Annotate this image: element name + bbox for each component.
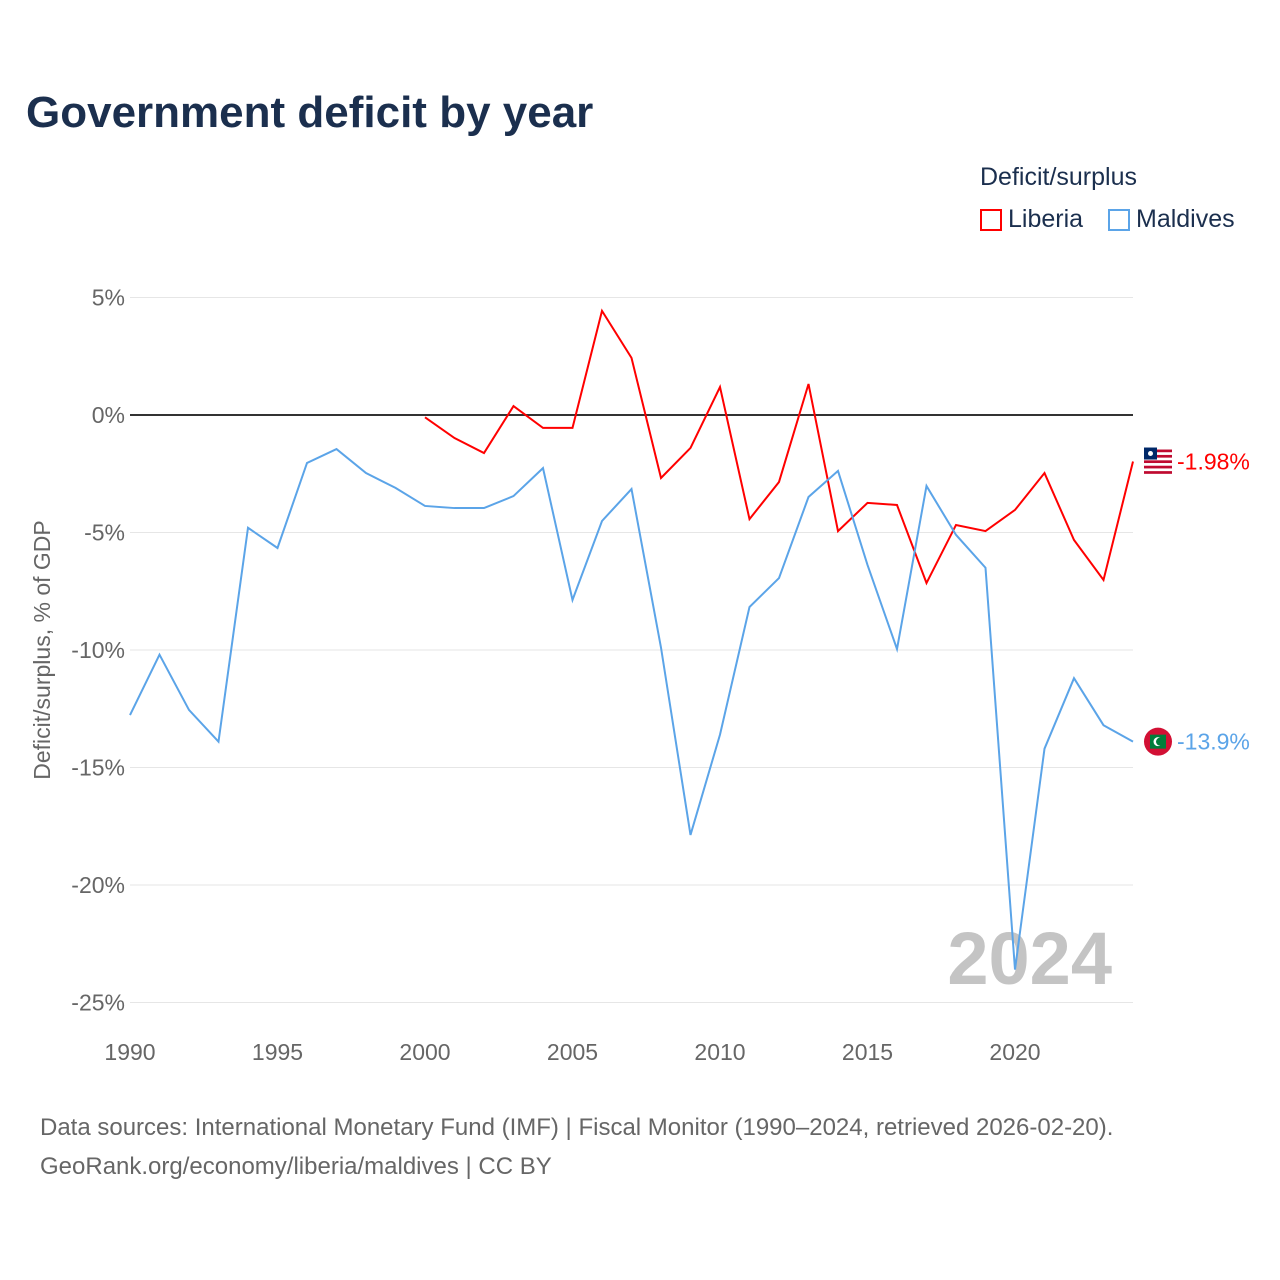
legend-item-liberia[interactable]: Liberia xyxy=(980,205,1083,234)
data-point-maldives[interactable] xyxy=(422,503,428,509)
y-tick-label: 5% xyxy=(92,285,125,311)
data-point-maldives[interactable] xyxy=(658,645,664,651)
data-point-liberia[interactable] xyxy=(1101,577,1107,583)
data-point-maldives[interactable] xyxy=(275,545,281,551)
data-point-maldives[interactable] xyxy=(1042,746,1048,752)
data-point-maldives[interactable] xyxy=(304,460,310,466)
data-point-maldives[interactable] xyxy=(511,493,517,499)
legend-swatch-liberia xyxy=(980,208,1002,231)
data-point-maldives[interactable] xyxy=(334,446,340,452)
data-point-liberia[interactable] xyxy=(924,580,930,586)
data-point-maldives[interactable] xyxy=(570,597,576,603)
data-point-maldives[interactable] xyxy=(599,518,605,524)
maldives-flag-icon xyxy=(1144,727,1172,756)
y-tick-label: 0% xyxy=(92,402,125,428)
x-tick-label: 1995 xyxy=(252,1039,303,1065)
legend-title: Deficit/surplus xyxy=(980,163,1137,191)
data-point-liberia[interactable] xyxy=(658,475,664,481)
legend-label: Maldives xyxy=(1136,205,1235,233)
end-value-label-maldives: -13.9% xyxy=(1177,729,1250,755)
x-tick-label: 2005 xyxy=(547,1039,598,1065)
data-point-liberia[interactable] xyxy=(422,414,428,420)
data-point-maldives[interactable] xyxy=(363,470,369,476)
data-point-liberia[interactable] xyxy=(570,425,576,431)
data-point-maldives[interactable] xyxy=(393,485,399,491)
footer: Data sources: International Monetary Fun… xyxy=(40,1108,1113,1186)
legend-swatch-maldives xyxy=(1108,208,1130,231)
data-point-maldives[interactable] xyxy=(835,468,841,474)
data-point-maldives[interactable] xyxy=(481,505,487,511)
data-point-liberia[interactable] xyxy=(865,500,871,506)
data-point-maldives[interactable] xyxy=(717,732,723,738)
data-point-liberia[interactable] xyxy=(1130,459,1136,465)
data-point-maldives[interactable] xyxy=(216,739,222,745)
data-point-maldives[interactable] xyxy=(127,712,133,718)
end-value-label-liberia: -1.98% xyxy=(1177,449,1250,475)
data-point-liberia[interactable] xyxy=(481,450,487,456)
data-point-liberia[interactable] xyxy=(776,479,782,485)
data-point-liberia[interactable] xyxy=(1071,537,1077,543)
data-point-liberia[interactable] xyxy=(1012,507,1018,513)
y-tick-label: -5% xyxy=(84,520,125,546)
data-point-maldives[interactable] xyxy=(245,525,251,531)
data-point-maldives[interactable] xyxy=(540,465,546,471)
data-point-maldives[interactable] xyxy=(776,575,782,581)
data-point-liberia[interactable] xyxy=(717,384,723,390)
data-point-liberia[interactable] xyxy=(835,528,841,534)
y-axis-label: Deficit/surplus, % of GDP xyxy=(29,520,55,779)
data-point-liberia[interactable] xyxy=(629,355,635,361)
series-line-maldives[interactable] xyxy=(129,447,1134,970)
data-point-maldives[interactable] xyxy=(688,832,694,838)
data-point-maldives[interactable] xyxy=(1130,739,1136,745)
y-tick-label: -10% xyxy=(71,637,125,663)
data-point-liberia[interactable] xyxy=(747,516,753,522)
data-point-maldives[interactable] xyxy=(983,565,989,571)
data-point-maldives[interactable] xyxy=(953,532,959,538)
data-point-liberia[interactable] xyxy=(540,425,546,431)
data-point-maldives[interactable] xyxy=(629,486,635,492)
data-point-liberia[interactable] xyxy=(953,522,959,528)
data-point-liberia[interactable] xyxy=(983,528,989,534)
x-tick-label: 2010 xyxy=(694,1039,745,1065)
data-point-maldives[interactable] xyxy=(1012,967,1018,973)
y-tick-label: -15% xyxy=(71,755,125,781)
data-point-maldives[interactable] xyxy=(894,646,900,652)
page-title: Government deficit by year xyxy=(26,88,594,137)
data-point-maldives[interactable] xyxy=(1101,722,1107,728)
data-point-maldives[interactable] xyxy=(806,494,812,500)
data-point-liberia[interactable] xyxy=(688,445,694,451)
data-point-maldives[interactable] xyxy=(1071,675,1077,681)
x-tick-label: 2015 xyxy=(842,1039,893,1065)
x-tick-label: 2020 xyxy=(989,1039,1040,1065)
legend-label: Liberia xyxy=(1008,205,1084,233)
year-watermark: 2024 xyxy=(947,917,1112,1000)
series-line-liberia[interactable] xyxy=(424,308,1134,586)
data-point-maldives[interactable] xyxy=(865,562,871,568)
data-point-liberia[interactable] xyxy=(806,381,812,387)
data-point-maldives[interactable] xyxy=(186,707,192,713)
y-tick-label: -20% xyxy=(71,872,125,898)
data-point-maldives[interactable] xyxy=(924,483,930,489)
source-link[interactable]: GeoRank.org/economy/liberia/maldives | C… xyxy=(40,1153,552,1180)
data-point-liberia[interactable] xyxy=(1042,470,1048,476)
data-point-liberia[interactable] xyxy=(511,403,517,409)
x-tick-label: 2000 xyxy=(399,1039,450,1065)
data-point-maldives[interactable] xyxy=(747,604,753,610)
legend-item-maldives[interactable]: Maldives xyxy=(1108,205,1235,234)
data-point-liberia[interactable] xyxy=(599,308,605,314)
data-point-liberia[interactable] xyxy=(894,502,900,508)
liberia-flag-icon xyxy=(1144,447,1172,476)
y-tick-label: -25% xyxy=(71,990,125,1016)
x-tick-label: 1990 xyxy=(104,1039,155,1065)
data-point-maldives[interactable] xyxy=(452,505,458,511)
data-source-text: Data sources: International Monetary Fun… xyxy=(40,1114,1114,1141)
data-point-liberia[interactable] xyxy=(452,435,458,441)
data-point-maldives[interactable] xyxy=(157,652,163,658)
